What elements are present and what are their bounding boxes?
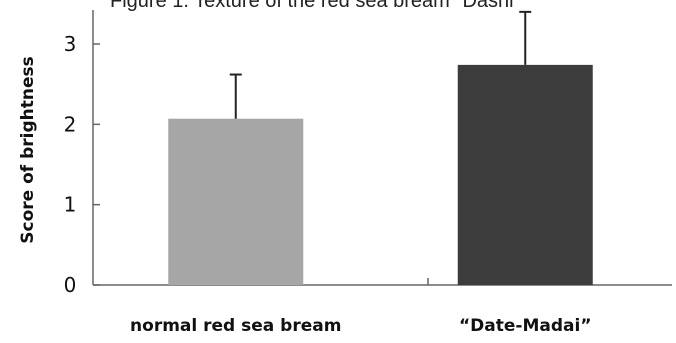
x-tick-label: “Date-Madai” xyxy=(459,316,592,336)
bar xyxy=(168,118,304,286)
figure-title: Figure 1. Texture of the red sea bream "… xyxy=(110,0,521,12)
bars xyxy=(168,64,593,286)
y-axis-label: Score of brightness xyxy=(18,56,38,243)
y-tick-label: 3 xyxy=(64,32,77,56)
y-ticks: 0 1 2 3 xyxy=(64,32,100,297)
y-tick-label: 2 xyxy=(64,112,77,136)
x-tick-labels: normal red sea bream “Date-Madai” xyxy=(130,316,591,336)
bar xyxy=(457,64,593,286)
y-tick-label: 0 xyxy=(64,273,77,297)
y-tick-label: 1 xyxy=(64,193,77,217)
error-bars xyxy=(229,10,532,119)
x-tick-label: normal red sea bream xyxy=(130,316,341,336)
